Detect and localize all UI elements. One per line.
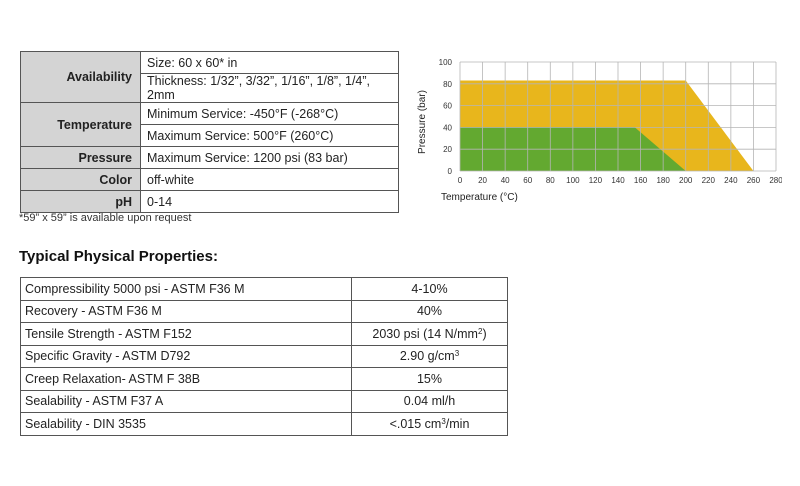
property-value: 40%: [351, 299, 508, 323]
pressure-value: Maximum Service: 1200 psi (83 bar): [140, 146, 399, 169]
x-tick-label: 220: [702, 176, 716, 185]
property-value-text: <.015 cm: [389, 416, 442, 431]
property-name: Specific Gravity - ASTM D792: [20, 344, 352, 368]
x-tick-label: 160: [634, 176, 648, 185]
table-row: Compressibility 5000 psi - ASTM F36 M 4-1…: [20, 277, 508, 301]
table-row: Sealability - DIN 3535 <.015 cm3/min: [20, 412, 508, 436]
ph-value: 0-14: [140, 190, 399, 213]
property-name: Sealability - DIN 3535: [20, 412, 352, 436]
footnote: *59” x 59” is available upon request: [19, 212, 192, 224]
property-value-suffix: ): [482, 326, 487, 341]
physical-properties-table: Compressibility 5000 psi - ASTM F36 M 4-1…: [20, 277, 508, 436]
property-name: Tensile Strength - ASTM F152: [20, 322, 352, 346]
x-tick-label: 280: [769, 176, 782, 185]
pressure-temperature-chart: 0 20 40 60 80 100 120 140 160 180 200 220 240 260 280 0…: [417, 58, 782, 203]
y-axis-label: Pressure (bar): [417, 90, 428, 154]
property-value-superscript: 2: [477, 326, 483, 336]
y-tick-label: 40: [443, 123, 452, 132]
property-name: Creep Relaxation- ASTM F 38B: [20, 367, 352, 391]
x-tick-label: 60: [523, 176, 532, 185]
property-value: 0.04 ml/h: [351, 389, 508, 413]
property-value-superscript: 3: [441, 416, 446, 426]
x-tick-label: 240: [724, 176, 738, 185]
availability-label: Availability: [20, 51, 141, 103]
x-tick-label: 40: [501, 176, 510, 185]
color-label: Color: [20, 168, 141, 191]
table-row: Sealability - ASTM F37 A 0.04 ml/h: [20, 389, 508, 413]
min-service-value: Minimum Service: -450°F (-268°C): [140, 102, 399, 125]
ph-label: pH: [20, 190, 141, 213]
x-tick-label: 140: [611, 176, 625, 185]
property-value-superscript: 3: [454, 349, 460, 359]
property-value: 2.90 g/cm3: [351, 344, 508, 368]
table-row: Temperature Minimum Service: -450°F (-26…: [20, 102, 399, 147]
property-value-text: 15%: [416, 371, 443, 386]
property-value: <.015 cm3/min: [351, 412, 508, 436]
y-tick-label: 60: [443, 102, 452, 111]
y-tick-label: 0: [448, 167, 453, 176]
table-row: Maximum Service: 500°F (260°C): [21, 124, 399, 147]
table-row: Color off-white: [20, 168, 399, 191]
property-value: 2030 psi (14 N/mm2): [351, 322, 508, 346]
x-tick-label: 260: [747, 176, 761, 185]
pressure-label: Pressure: [20, 146, 141, 169]
table-row: Creep Relaxation- ASTM F 38B 15%: [20, 367, 508, 391]
table-row: Recovery - ASTM F36 M 40%: [20, 299, 508, 323]
property-value-text: 0.04 ml/h: [403, 394, 456, 409]
table-row: pH 0-14: [20, 190, 399, 213]
x-tick-label: 0: [458, 176, 463, 185]
table-row: Tensile Strength - ASTM F152 2030 psi (14…: [20, 322, 508, 346]
property-name: Recovery - ASTM F36 M: [20, 299, 352, 323]
property-value-text: 2030 psi (14 N/mm: [372, 326, 478, 341]
property-value-text: 4-10%: [411, 281, 448, 296]
y-tick-label: 80: [443, 80, 452, 89]
y-tick-label: 100: [439, 58, 453, 67]
color-value: off-white: [140, 168, 399, 191]
x-tick-label: 100: [566, 176, 580, 185]
x-tick-label: 80: [546, 176, 555, 185]
property-name: Compressibility 5000 psi - ASTM F36 M: [20, 277, 352, 301]
table-row: Specific Gravity - ASTM D792 2.90 g/cm3: [20, 344, 508, 368]
table-row: Availability Size: 60 x 60* in: [20, 51, 399, 103]
y-tick-label: 20: [443, 145, 452, 154]
specifications-table: Availability Size: 60 x 60* in Thickness…: [20, 51, 399, 213]
x-tick-label: 120: [589, 176, 603, 185]
thickness-value: Thickness: 1/32”, 3/32”, 1/16”, 1/8”, 1/…: [140, 73, 399, 103]
max-service-value: Maximum Service: 500°F (260°C): [140, 124, 399, 147]
property-value: 4-10%: [351, 277, 508, 301]
temperature-label: Temperature: [20, 102, 141, 147]
x-tick-label: 20: [478, 176, 487, 185]
property-value-suffix: /min: [445, 416, 470, 431]
property-value-text: 2.90 g/cm: [399, 349, 455, 364]
properties-title: Typical Physical Properties:: [19, 248, 218, 265]
table-row: Pressure Maximum Service: 1200 psi (83 b…: [20, 146, 399, 169]
x-tick-label: 180: [656, 176, 670, 185]
table-row: Thickness: 1/32”, 3/32”, 1/16”, 1/8”, 1/…: [21, 73, 399, 103]
property-value-text: 40%: [416, 304, 443, 319]
size-value: Size: 60 x 60* in: [140, 51, 399, 74]
property-value: 15%: [351, 367, 508, 391]
x-axis-label: Temperature (°C): [441, 192, 518, 203]
x-tick-label: 200: [679, 176, 693, 185]
property-name: Sealability - ASTM F37 A: [20, 389, 352, 413]
